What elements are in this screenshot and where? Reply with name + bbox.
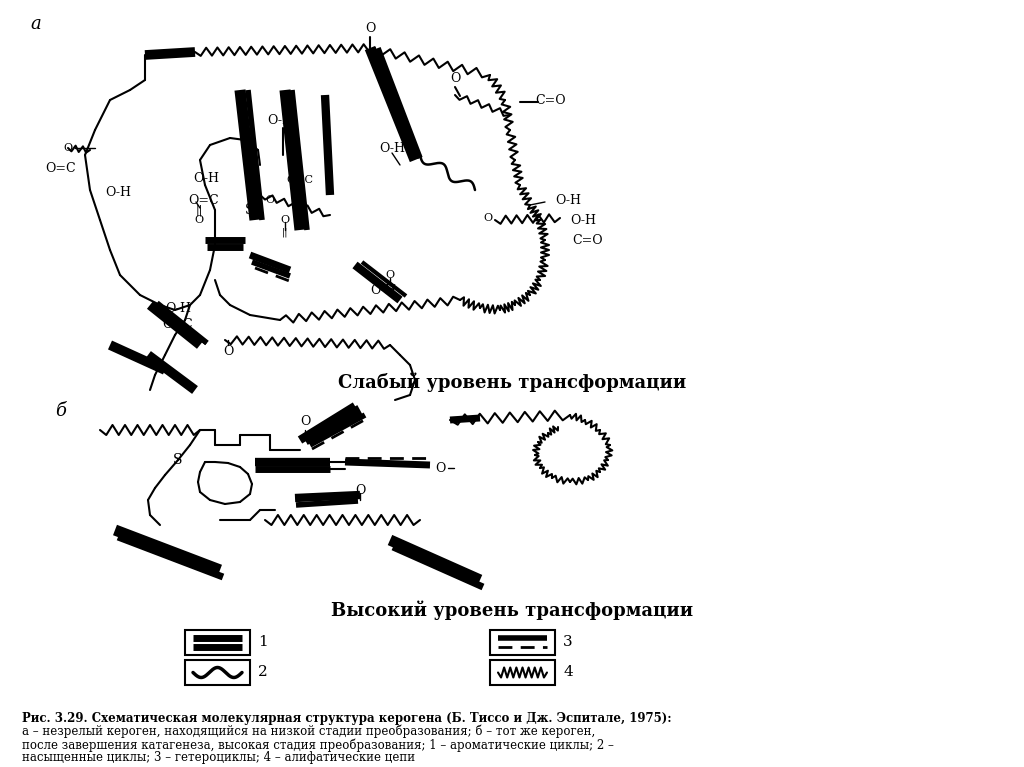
Text: O-H: O-H <box>267 114 293 127</box>
Text: O: O <box>385 270 394 280</box>
Text: 1: 1 <box>258 636 267 650</box>
Text: O=C: O=C <box>162 318 193 331</box>
Text: O: O <box>365 22 375 35</box>
Text: Слабый уровень трансформации: Слабый уровень трансформации <box>338 372 686 391</box>
Text: O: O <box>223 345 233 358</box>
Text: а: а <box>30 15 41 33</box>
Text: 2: 2 <box>258 666 267 680</box>
Text: O: O <box>298 202 306 210</box>
Text: O: O <box>354 483 366 496</box>
Text: O: O <box>281 215 290 225</box>
Text: O: O <box>435 462 445 475</box>
Text: O-H: O-H <box>165 301 191 314</box>
Text: O: O <box>450 72 460 85</box>
Text: O-H: O-H <box>105 186 131 199</box>
Text: O-H: O-H <box>555 193 581 206</box>
Text: ||: || <box>299 191 305 201</box>
Text: O: O <box>63 143 73 153</box>
Text: O: O <box>195 215 204 225</box>
Text: C=O: C=O <box>535 94 565 107</box>
Bar <box>490 660 555 685</box>
Text: O=C: O=C <box>287 175 313 185</box>
Bar <box>185 630 250 655</box>
Text: ||: || <box>196 204 203 216</box>
Text: S: S <box>246 203 255 217</box>
Text: S: S <box>173 453 182 467</box>
Text: O: O <box>265 195 274 205</box>
Text: O-H: O-H <box>379 141 406 154</box>
Text: O=C: O=C <box>45 162 76 175</box>
Bar <box>490 630 555 655</box>
Text: O-H: O-H <box>193 172 219 185</box>
Text: б: б <box>55 402 66 420</box>
Text: O-H: O-H <box>370 284 396 297</box>
Bar <box>185 660 250 685</box>
Text: C=O: C=O <box>572 233 603 246</box>
Text: O: O <box>483 213 492 223</box>
Text: Рис. 3.29. Схематическая молекулярная структура керогена (Б. Тиссо и Дж. Эспитал: Рис. 3.29. Схематическая молекулярная ст… <box>22 712 672 725</box>
Text: после завершения катагенеза, высокая стадия преобразования; 1 – ароматические ци: после завершения катагенеза, высокая ста… <box>22 738 613 752</box>
Text: Высокий уровень трансформации: Высокий уровень трансформации <box>331 600 693 620</box>
Text: 4: 4 <box>563 666 572 680</box>
Text: а – незрелый кероген, находящийся на низкой стадии преобразования; б – тот же ке: а – незрелый кероген, находящийся на низ… <box>22 725 595 739</box>
Text: O-H: O-H <box>570 213 596 226</box>
Text: 3: 3 <box>563 636 572 650</box>
Text: O: O <box>300 415 310 428</box>
Text: O=C: O=C <box>188 193 219 206</box>
Text: ||: || <box>282 227 288 237</box>
Text: насыщенные циклы; 3 – гетероциклы; 4 – алифатические цепи: насыщенные циклы; 3 – гетероциклы; 4 – а… <box>22 751 415 764</box>
